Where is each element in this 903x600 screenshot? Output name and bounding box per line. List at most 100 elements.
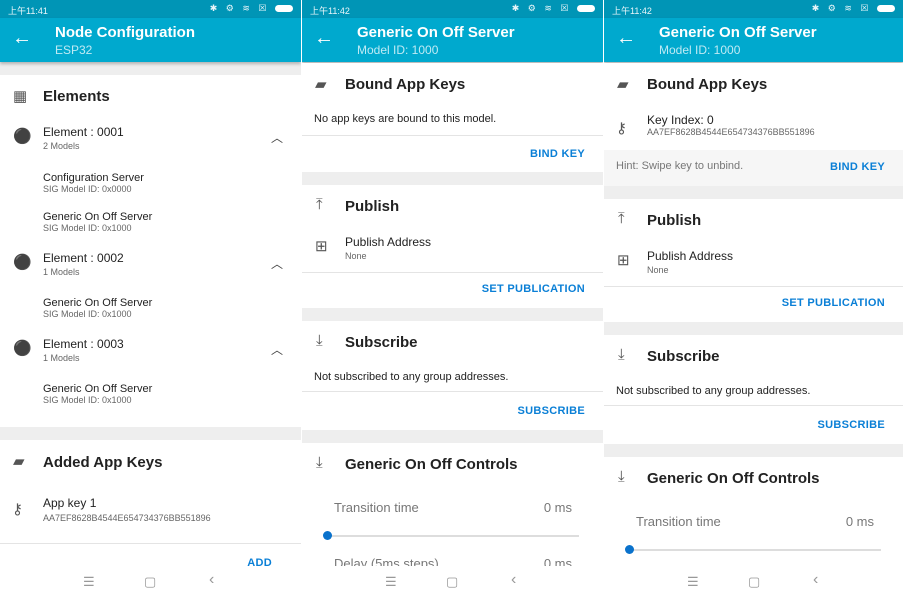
- back-arrow-icon[interactable]: ←: [616, 27, 636, 49]
- network-icon: ⊞: [617, 252, 630, 269]
- publish-card: ⤒ Publish ⊞ Publish Address None SET PUB…: [302, 185, 603, 308]
- status-bar: 上午11:42 ✱ ⚙ ≋ ☒: [302, 0, 603, 18]
- controls-card: ⤓ Generic On Off Controls Transition tim…: [302, 443, 603, 571]
- divider: [302, 272, 603, 273]
- model-screen-empty: 上午11:42 ✱ ⚙ ≋ ☒ ← Generic On Off Server M…: [302, 0, 603, 600]
- folder-key-icon: ▰: [315, 76, 327, 93]
- menu-icon[interactable]: ☰: [687, 574, 699, 589]
- publish-address-label: Publish Address: [345, 235, 432, 249]
- model-item[interactable]: Generic On Off Server SIG Model ID: 0x100…: [43, 383, 152, 405]
- navigation-bar: ☰ ▢ ‹: [302, 566, 603, 600]
- model-item[interactable]: Configuration Server SIG Model ID: 0x0000: [43, 172, 144, 194]
- back-icon[interactable]: ‹: [813, 571, 819, 588]
- subscribe-card: ⤓ Subscribe Not subscribed to any group …: [302, 321, 603, 430]
- publish-header: Publish: [647, 212, 702, 229]
- element-row[interactable]: ⚫ Element : 0002 1 Models ︿: [0, 243, 301, 278]
- transition-time-label: Transition time: [334, 500, 419, 515]
- key-index: Key Index: 0: [647, 113, 714, 127]
- chevron-up-icon[interactable]: ︿: [270, 131, 283, 145]
- toolbar: ← Generic On Off Server Model ID: 1000: [302, 18, 603, 62]
- status-bar: 上午11:42 ✱ ⚙ ≋ ☒: [604, 0, 903, 18]
- chevron-up-icon[interactable]: ︿: [270, 343, 283, 357]
- no-subscriptions-text: Not subscribed to any group addresses.: [616, 385, 811, 397]
- menu-icon[interactable]: ☰: [83, 574, 95, 589]
- network-icon: ⊞: [315, 238, 328, 255]
- home-icon[interactable]: ▢: [446, 574, 459, 589]
- no-subscriptions-text: Not subscribed to any group addresses.: [314, 371, 509, 383]
- toolbar: ← Generic On Off Server Model ID: 1000: [604, 18, 903, 62]
- bind-key-button[interactable]: BIND KEY: [830, 161, 885, 173]
- controls-header: Generic On Off Controls: [647, 470, 820, 487]
- element-model-count: 1 Models: [43, 267, 80, 277]
- page-subtitle: ESP32: [55, 43, 93, 57]
- bound-key-item[interactable]: Key Index: 0 AA7EF8628B4544E654734376BB55…: [647, 113, 815, 137]
- model-screen-bound: 上午11:42 ✱ ⚙ ≋ ☒ ← Generic On Off Server M…: [604, 0, 903, 600]
- chevron-up-icon[interactable]: ︿: [270, 257, 283, 271]
- back-icon[interactable]: ‹: [209, 571, 215, 588]
- publish-address-label: Publish Address: [647, 249, 734, 263]
- back-icon[interactable]: ‹: [511, 571, 517, 588]
- status-time: 上午11:41: [8, 6, 48, 16]
- transition-slider-track[interactable]: [328, 535, 579, 537]
- transition-slider-thumb[interactable]: [323, 531, 332, 540]
- set-publication-button[interactable]: SET PUBLICATION: [781, 297, 885, 309]
- transition-slider-track[interactable]: [630, 549, 881, 551]
- model-name: Generic On Off Server: [43, 297, 153, 309]
- key-icon: ⚷: [12, 501, 23, 518]
- status-icons: ✱ ⚙ ≋ ☒: [812, 3, 895, 14]
- model-id: SIG Model ID: 0x1000: [43, 223, 132, 233]
- transition-time-value: 0 ms: [543, 500, 572, 515]
- element-row[interactable]: ⚫ Element : 0001 2 Models ︿: [0, 117, 301, 152]
- publish-header: Publish: [345, 198, 400, 215]
- subscribe-button[interactable]: SUBSCRIBE: [817, 419, 885, 431]
- model-id: SIG Model ID: 0x1000: [43, 395, 132, 405]
- menu-icon[interactable]: ☰: [385, 574, 397, 589]
- publish-address-value: None: [345, 251, 367, 261]
- home-icon[interactable]: ▢: [144, 574, 157, 589]
- subscribe-header: Subscribe: [647, 348, 720, 365]
- swipe-hint: Hint: Swipe key to unbind.: [616, 160, 744, 172]
- page-title: Generic On Off Server: [357, 24, 515, 41]
- subscribe-card: ⤓ Subscribe Not subscribed to any group …: [604, 335, 903, 444]
- elements-header: Elements: [43, 88, 110, 105]
- controls-card: ⤓ Generic On Off Controls Transition tim…: [604, 457, 903, 566]
- element-row[interactable]: ⚫ Element : 0003 1 Models ︿: [0, 329, 301, 364]
- subscribe-button[interactable]: SUBSCRIBE: [517, 405, 585, 417]
- element-name: Element : 0002: [43, 251, 124, 265]
- no-app-keys-text: No app keys are bound to this model.: [314, 113, 497, 125]
- page-subtitle: Model ID: 1000: [659, 43, 741, 57]
- status-time: 上午11:42: [310, 6, 350, 16]
- app-keys-header: Added App Keys: [43, 454, 163, 471]
- divider: [0, 543, 301, 544]
- key-icon: ⚷: [616, 120, 627, 137]
- set-publication-button[interactable]: SET PUBLICATION: [481, 283, 585, 295]
- folder-key-icon: ▰: [13, 453, 25, 470]
- model-item[interactable]: Generic On Off Server SIG Model ID: 0x100…: [43, 297, 152, 319]
- back-arrow-icon[interactable]: ←: [314, 27, 334, 49]
- element-icon: ⚫: [13, 128, 32, 145]
- model-id: SIG Model ID: 0x1000: [43, 309, 132, 319]
- transition-slider-thumb[interactable]: [625, 545, 634, 554]
- download-icon: ⤓: [316, 332, 323, 349]
- status-time: 上午11:42: [612, 6, 652, 16]
- element-icon: ⚫: [13, 340, 32, 357]
- back-arrow-icon[interactable]: ←: [12, 27, 32, 49]
- bound-app-keys-card: ▰ Bound App Keys ⚷ Key Index: 0 AA7EF8628…: [604, 63, 903, 186]
- element-name: Element : 0001: [43, 125, 124, 139]
- controls-header: Generic On Off Controls: [345, 456, 518, 473]
- download-icon: ⤓: [618, 346, 625, 363]
- folder-key-icon: ▰: [617, 76, 629, 93]
- toolbar: ← Node Configuration ESP32: [0, 18, 301, 62]
- page-title: Node Configuration: [55, 24, 195, 41]
- widgets-icon: ▦: [13, 88, 28, 105]
- element-model-count: 1 Models: [43, 353, 80, 363]
- hint-row: Hint: Swipe key to unbind. BIND KEY: [604, 150, 903, 186]
- bound-app-keys-header: Bound App Keys: [345, 76, 466, 93]
- model-name: Configuration Server: [43, 172, 144, 184]
- publish-icon: ⤒: [316, 196, 323, 213]
- model-item[interactable]: Generic On Off Server SIG Model ID: 0x100…: [43, 211, 152, 233]
- bind-key-button[interactable]: BIND KEY: [530, 148, 585, 160]
- model-name: Generic On Off Server: [43, 211, 153, 223]
- home-icon[interactable]: ▢: [748, 574, 761, 589]
- bound-app-keys-header: Bound App Keys: [647, 76, 768, 93]
